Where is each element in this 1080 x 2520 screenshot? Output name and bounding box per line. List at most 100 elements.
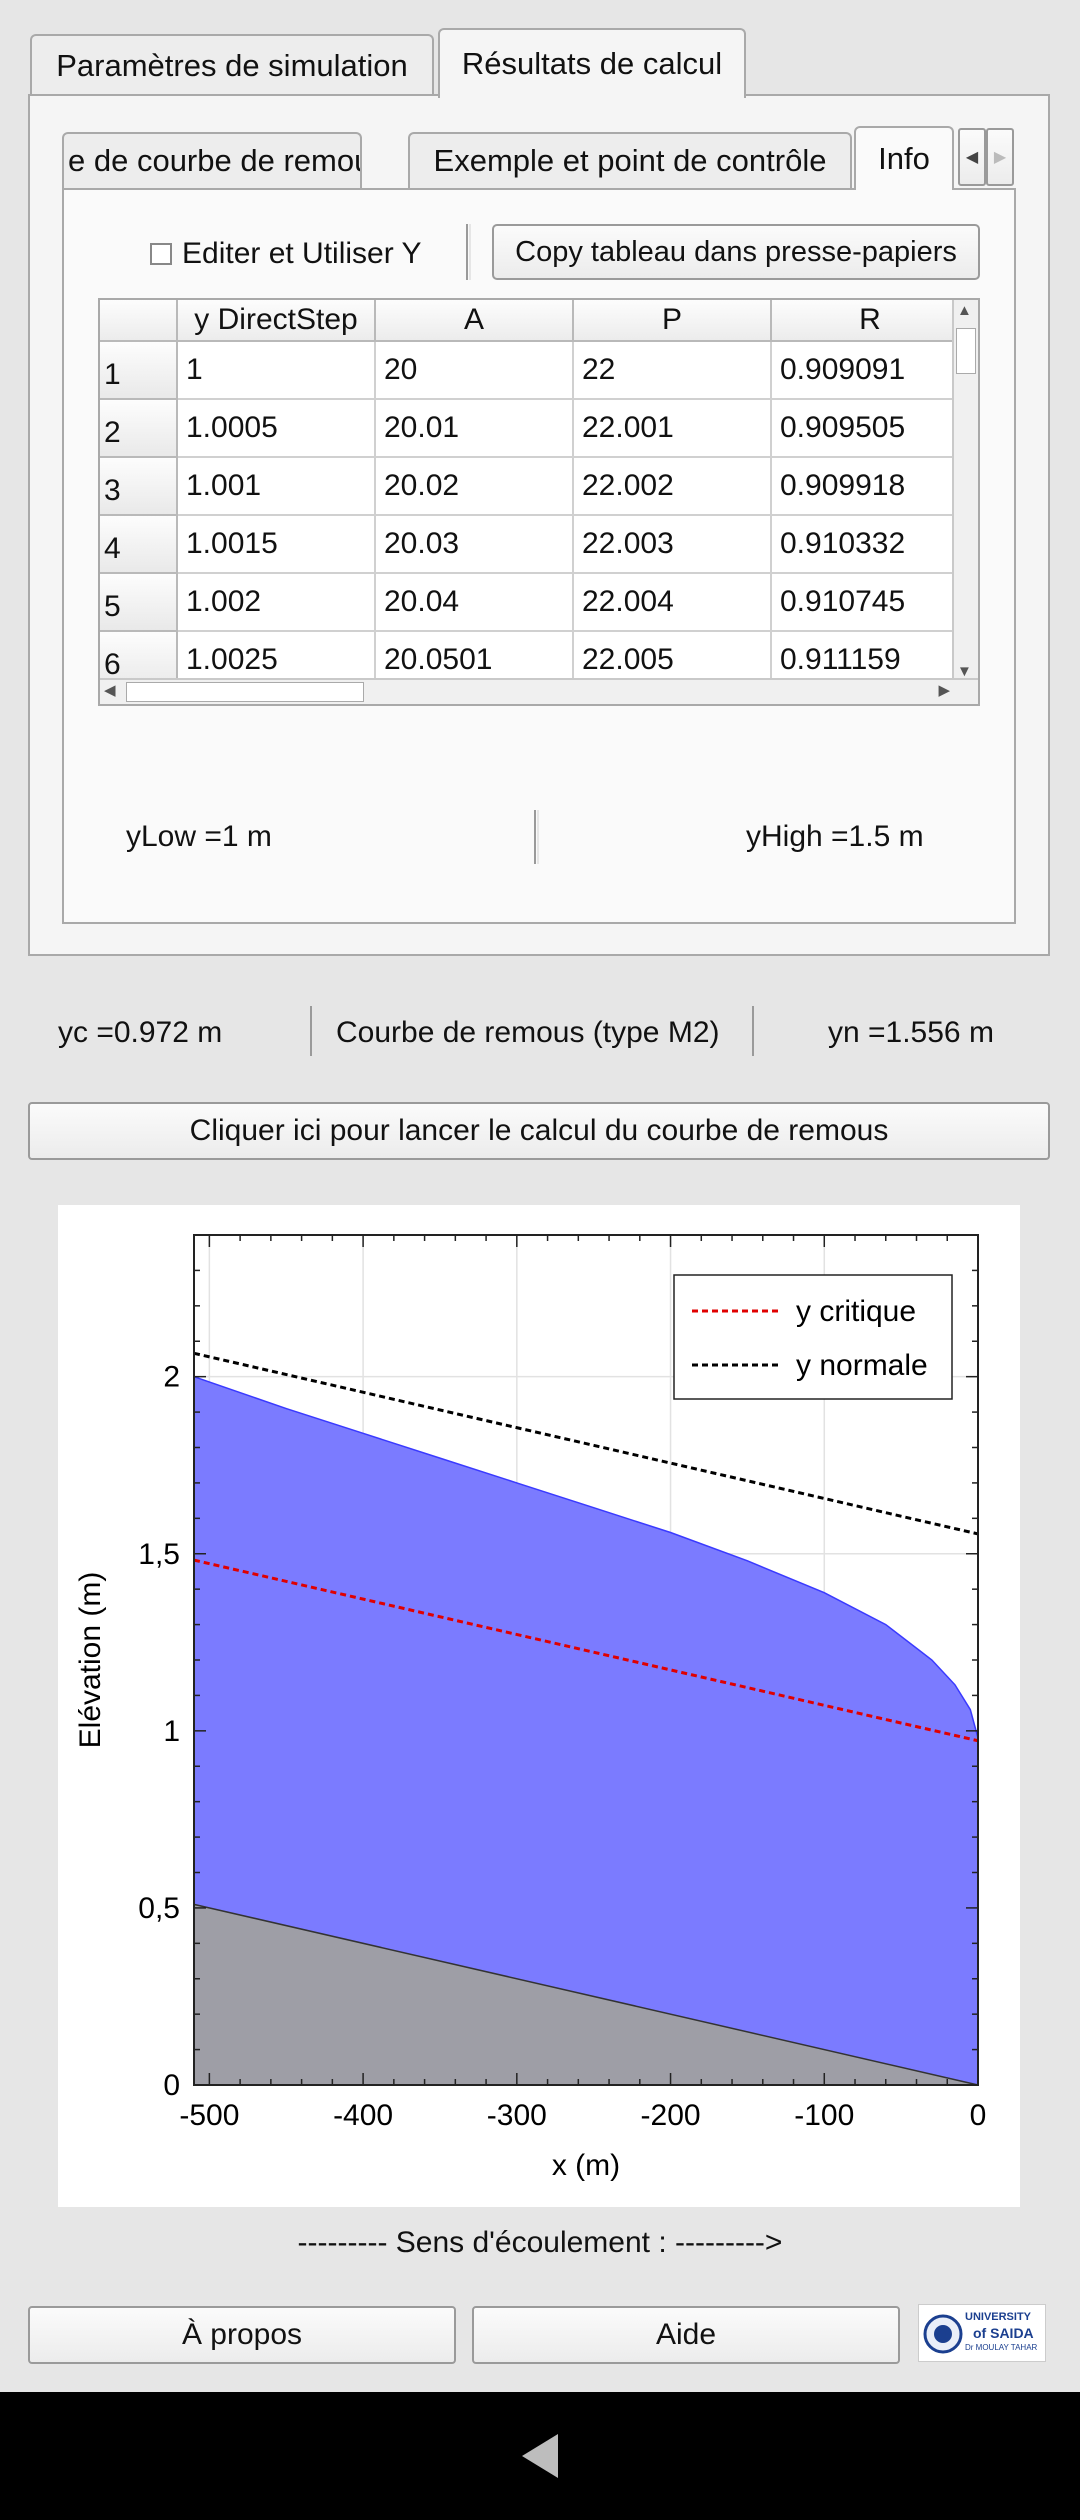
tab-resultats-calcul[interactable]: Résultats de calcul — [438, 28, 746, 98]
yhigh-label: yHigh =1.5 m — [746, 820, 924, 853]
table-cell[interactable]: 20.01 — [376, 400, 574, 458]
table-cell[interactable]: 0.909918 — [772, 458, 970, 516]
help-label: Aide — [655, 2318, 717, 2351]
x-tick-label: -500 — [179, 2099, 239, 2132]
checkbox-label: Editer et Utiliser Y — [182, 237, 422, 270]
chart-area: -500 -400 -300 -200 -100 0 0 0,5 1 1,5 2 x (m) Elé… — [58, 1205, 1020, 2207]
x-tick-label: -200 — [641, 2099, 701, 2132]
table-cell[interactable]: 22.002 — [574, 458, 772, 516]
table-cell[interactable]: 22.003 — [574, 516, 772, 574]
table-cell[interactable]: 0.910332 — [772, 516, 970, 574]
table-row[interactable]: 4 1.0015 20.03 22.003 0.910332 — [100, 516, 970, 574]
curve-type-label: Courbe de remous (type M2) — [336, 1016, 720, 1049]
horizontal-scrollbar[interactable]: ◀ ▶ — [100, 678, 978, 704]
vertical-scroll-thumb[interactable] — [956, 328, 976, 374]
logo-text-3: Dr MOULAY TAHAR — [965, 2343, 1038, 2352]
profile-chart: -500 -400 -300 -200 -100 0 0 0,5 1 1,5 2 x (m) Elé… — [74, 1234, 987, 2182]
x-tick-label: -300 — [487, 2099, 547, 2132]
table-row[interactable]: 2 1.0005 20.01 22.001 0.909505 — [100, 400, 970, 458]
column-header[interactable]: R — [772, 300, 970, 342]
table-cell[interactable]: 0.910745 — [772, 574, 970, 632]
tab-label: e de courbe de remous — [68, 143, 362, 178]
corner-header — [100, 300, 178, 342]
row-header[interactable]: 2 — [100, 400, 178, 458]
about-button[interactable]: À propos — [28, 2306, 456, 2364]
table-cell[interactable]: 22 — [574, 342, 772, 400]
legend-box — [673, 1274, 953, 1400]
table-cell[interactable]: 1.002 — [178, 574, 376, 632]
table-cell[interactable]: 1.0015 — [178, 516, 376, 574]
copy-table-label: Copy tableau dans presse-papiers — [515, 235, 957, 268]
table-cell[interactable]: 0.909505 — [772, 400, 970, 458]
separator — [534, 810, 539, 864]
copy-table-button[interactable]: Copy tableau dans presse-papiers — [492, 224, 980, 280]
table-cell[interactable]: 20.03 — [376, 516, 574, 574]
help-button[interactable]: Aide — [472, 2306, 900, 2364]
back-icon[interactable] — [518, 2431, 562, 2481]
triangle-right-icon: ▶ — [993, 149, 1007, 166]
yc-label: yc =0.972 m — [58, 1016, 223, 1049]
table-cell[interactable]: 1 — [178, 342, 376, 400]
tab-label: Info — [878, 141, 930, 176]
tab-exemple-point-controle[interactable]: Exemple et point de contrôle — [408, 132, 852, 188]
y-tick-label: 2 — [163, 1361, 180, 1394]
table-cell[interactable]: 0.909091 — [772, 342, 970, 400]
scroll-left-icon[interactable]: ◀ — [104, 682, 116, 699]
table-cell[interactable]: 20.02 — [376, 458, 574, 516]
series-lines — [193, 1351, 979, 1743]
system-navigation-bar — [0, 2392, 1080, 2520]
table-row[interactable]: 3 1.001 20.02 22.002 0.909918 — [100, 458, 970, 516]
vertical-scrollbar[interactable]: ▲ ▼ — [952, 300, 978, 682]
legend-label: y normale — [796, 1349, 928, 1382]
water-surface-area — [194, 1376, 978, 2085]
column-header[interactable]: y DirectStep — [178, 300, 376, 342]
table-row[interactable]: 5 1.002 20.04 22.004 0.910745 — [100, 574, 970, 632]
tab-label: Résultats de calcul — [461, 46, 723, 81]
checkbox-box[interactable] — [150, 243, 172, 265]
column-header[interactable]: P — [574, 300, 772, 342]
table-header: y DirectStep A P R — [100, 300, 970, 342]
run-calculation-button[interactable]: Cliquer ici pour lancer le calcul du cou… — [28, 1102, 1050, 1160]
row-header[interactable]: 4 — [100, 516, 178, 574]
table-row[interactable]: 1 1 20 22 0.909091 — [100, 342, 970, 400]
x-tick-label: -400 — [333, 2099, 393, 2132]
flow-direction-label: --------- Sens d'écoulement : ---------> — [297, 2226, 783, 2259]
results-table[interactable]: y DirectStep A P R 1 1 20 22 0.909091 2 … — [98, 298, 980, 706]
university-logo[interactable]: UNIVERSITY of SAIDA Dr MOULAY TAHAR — [918, 2304, 1046, 2362]
series-line — [193, 1351, 979, 1536]
table-cell[interactable]: 1.001 — [178, 458, 376, 516]
table-cell[interactable]: 22.001 — [574, 400, 772, 458]
row-header[interactable]: 1 — [100, 342, 178, 400]
tab-courbe-de-remous[interactable]: e de courbe de remous — [62, 132, 362, 188]
x-tick-label: -100 — [794, 2099, 854, 2132]
series-line — [193, 1558, 979, 1743]
edit-use-y-checkbox[interactable]: Editer et Utiliser Y — [150, 236, 422, 272]
x-axis-label: x (m) — [552, 2149, 620, 2182]
separator — [310, 1006, 315, 1056]
tab-scroll-right-button[interactable]: ▶ — [986, 128, 1014, 186]
tab-info[interactable]: Info — [854, 126, 954, 190]
axis-ticks: -500 -400 -300 -200 -100 0 0 0,5 1 1,5 2 — [138, 1234, 987, 2132]
row-header[interactable]: 3 — [100, 458, 178, 516]
scroll-right-icon[interactable]: ▶ — [938, 682, 950, 699]
row-header[interactable]: 5 — [100, 574, 178, 632]
horizontal-scroll-thumb[interactable] — [126, 682, 364, 702]
table-cell[interactable]: 20 — [376, 342, 574, 400]
table-cell[interactable]: 20.04 — [376, 574, 574, 632]
tab-scroll-left-button[interactable]: ◀ — [958, 128, 986, 186]
scroll-down-icon[interactable]: ▼ — [957, 663, 972, 680]
separator — [466, 224, 471, 280]
column-header[interactable]: A — [376, 300, 574, 342]
y-axis-label: Elévation (m) — [74, 1572, 107, 1749]
x-tick-label: 0 — [970, 2099, 987, 2132]
scroll-up-icon[interactable]: ▲ — [957, 302, 972, 319]
y-tick-label: 1 — [163, 1715, 180, 1748]
tab-label: Paramètres de simulation — [56, 48, 408, 83]
tab-parametres-simulation[interactable]: Paramètres de simulation — [30, 34, 434, 96]
ylow-label: yLow =1 m — [126, 820, 272, 853]
table-cell[interactable]: 1.0005 — [178, 400, 376, 458]
y-tick-label: 0,5 — [138, 1892, 180, 1925]
water-surface-line — [193, 1375, 979, 1739]
y-tick-label: 0 — [163, 2069, 180, 2102]
table-cell[interactable]: 22.004 — [574, 574, 772, 632]
